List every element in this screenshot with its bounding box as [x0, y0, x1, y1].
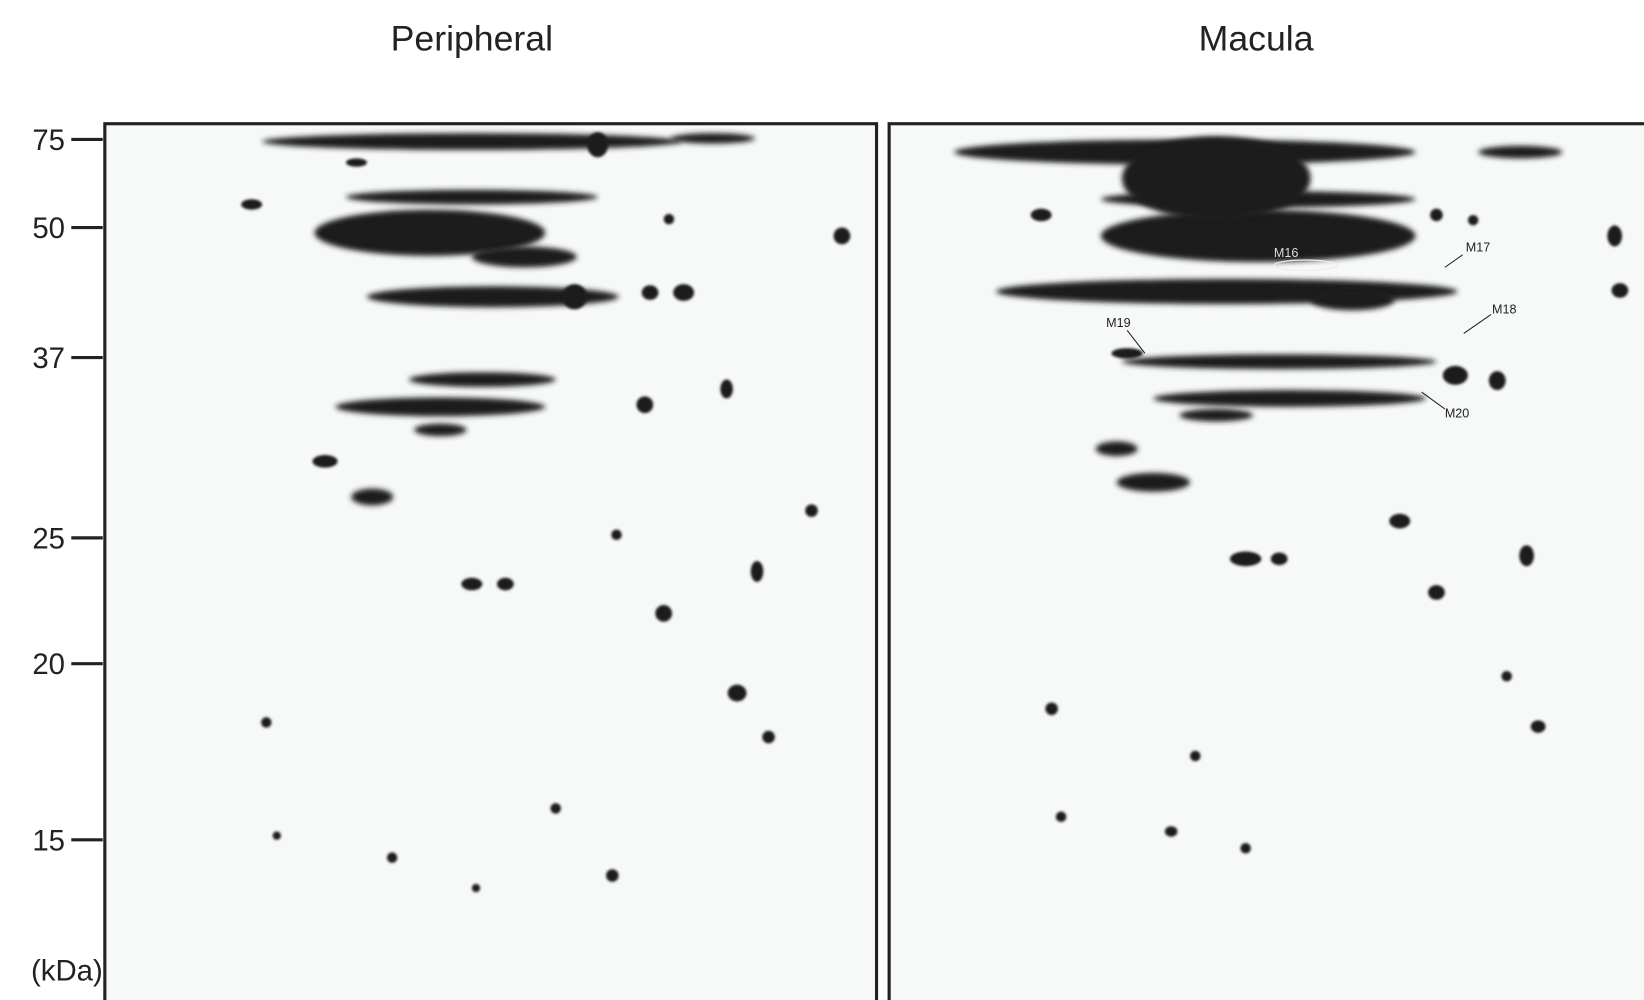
gel-spot: [562, 284, 587, 309]
gel-spot: [1122, 354, 1437, 369]
mw-marker: 15: [32, 824, 65, 857]
gel-spot: [346, 190, 598, 205]
gel-spot: [1489, 371, 1506, 390]
gel-spot: [312, 455, 337, 468]
gel-spot: [1031, 209, 1052, 222]
unit-label: (kDa): [31, 954, 103, 987]
gel-spot: [1230, 552, 1261, 567]
mw-marker: 75: [32, 124, 65, 157]
gel-spot: [655, 605, 672, 622]
gel-spot: [606, 869, 619, 882]
gel-spot: [262, 133, 681, 150]
gel-spot: [472, 246, 577, 267]
gel-spot: [1045, 702, 1058, 715]
gel-spot: [1519, 545, 1534, 566]
gel-spot: [461, 578, 482, 591]
gel-spot: [409, 372, 556, 387]
mw-marker: 50: [32, 212, 65, 245]
gel-spot: [550, 803, 560, 813]
gel-spot: [1501, 671, 1511, 681]
gel-spot: [1443, 366, 1468, 385]
gel-spot: [1478, 146, 1562, 159]
gel-spot: [664, 214, 674, 224]
spot-label: M20: [1445, 406, 1469, 420]
gel-spot: [1389, 514, 1410, 529]
gel-spot: [720, 380, 733, 399]
gel-spot: [762, 731, 775, 744]
gel-spot: [336, 397, 546, 416]
gel-spot: [636, 396, 653, 413]
gel-spot: [642, 285, 659, 300]
gel-spot: [1111, 348, 1142, 358]
panel-title: Peripheral: [391, 18, 553, 58]
gel-spot: [728, 685, 747, 702]
gel-spot: [1165, 826, 1178, 836]
panel-title: Macula: [1199, 18, 1314, 58]
gel-spot: [671, 133, 755, 143]
gel-spot: [1468, 215, 1478, 225]
gel-spot: [1430, 209, 1443, 222]
spot-label: M19: [1106, 316, 1130, 330]
gel-spot: [1607, 225, 1622, 246]
spot-label: M16: [1274, 246, 1298, 260]
gel-spot: [273, 831, 281, 839]
figure: Peripheral Macula (kDa) M16 M17 M18 M19 …: [0, 0, 1644, 1000]
gel-spot: [1190, 751, 1200, 761]
gel-spot: [1180, 409, 1253, 422]
gel-spot: [611, 529, 621, 539]
gel-spot: [834, 228, 851, 245]
gel-spot: [261, 717, 271, 727]
gel-spot: [673, 284, 694, 301]
gel-spot: [346, 158, 367, 166]
gel-spot: [351, 489, 393, 506]
gel-spot: [497, 578, 514, 591]
gel-spot: [472, 884, 480, 892]
gel-spot: [1101, 210, 1416, 262]
gel-spot: [414, 424, 466, 437]
spot-label: M17: [1466, 241, 1490, 255]
gel-spot: [1428, 585, 1445, 600]
gel-spot: [1056, 812, 1066, 822]
mw-marker: 37: [32, 342, 65, 375]
gel-spot: [1240, 843, 1250, 853]
gel-spot: [1153, 390, 1426, 407]
gel-spot: [241, 199, 262, 209]
spot-label: M18: [1492, 303, 1516, 317]
gel-spot: [751, 561, 764, 582]
gel-spot: [587, 132, 608, 157]
gel-spot: [1117, 473, 1190, 492]
gel-spot: [805, 504, 818, 517]
gel-spot: [387, 852, 397, 862]
gel-spot: [1271, 553, 1288, 566]
gel-spot: [1122, 136, 1311, 220]
gel-spot: [1096, 441, 1138, 456]
gel-spot: [1531, 720, 1546, 733]
gel-spot: [1612, 283, 1629, 298]
mw-marker: 20: [32, 648, 65, 681]
mw-marker: 25: [32, 522, 65, 555]
gel-spot: [1311, 289, 1395, 310]
